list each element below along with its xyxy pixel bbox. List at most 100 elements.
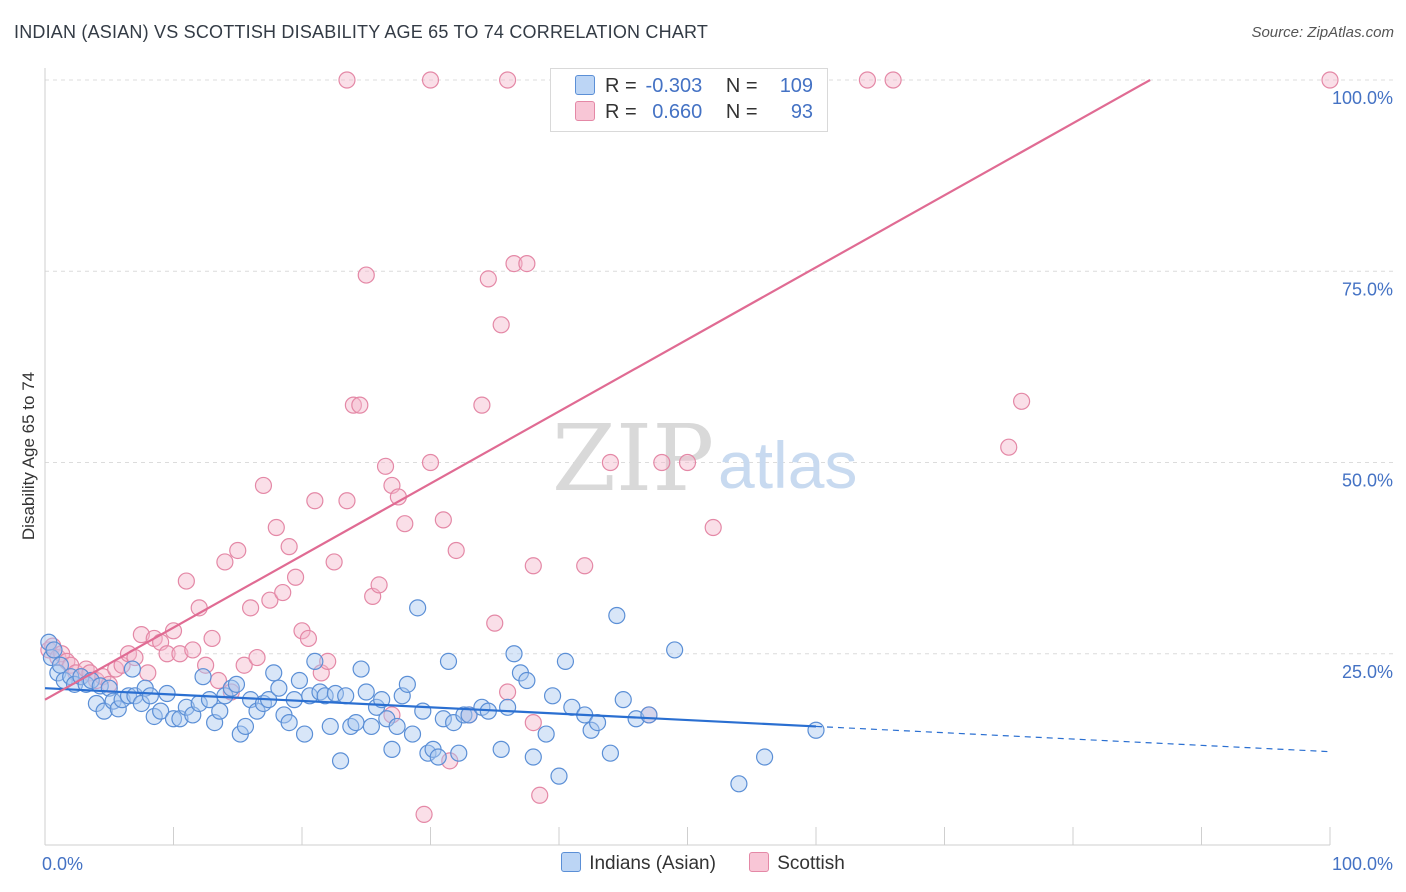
- scottish-point-36: [254, 476, 273, 495]
- indians-point-108: [807, 721, 825, 739]
- y-tick-label-0: 25.0%: [1342, 662, 1393, 682]
- scottish-point-62: [479, 270, 497, 288]
- indians-point-107: [755, 748, 774, 766]
- indians-point-56: [321, 717, 339, 736]
- legend-row-scottish: R = 0.660 N = 93: [575, 101, 813, 129]
- scottish-point-25: [184, 641, 202, 659]
- indians-point-51: [295, 725, 314, 743]
- legend-n-value: 93: [790, 101, 814, 123]
- scottish-point-40: [280, 538, 298, 556]
- legend-r-value: -0.303: [645, 75, 703, 97]
- legend-r-label: R =: [605, 101, 637, 123]
- scottish-point-17: [132, 626, 150, 644]
- indians-point-81: [450, 744, 468, 762]
- legend-r-value: 0.660: [652, 101, 703, 123]
- scottish-point-68: [524, 557, 542, 575]
- x-tick-label-1: 100.0%: [1332, 854, 1393, 874]
- indians-point-102: [614, 691, 632, 709]
- indians-point-99: [588, 713, 607, 732]
- scottish-point-24: [177, 572, 195, 590]
- indians-point-38: [227, 675, 246, 693]
- indians-point-74: [414, 702, 432, 720]
- indians-point-53: [306, 652, 324, 671]
- scottish-legend-swatch: [749, 852, 770, 872]
- scottish-point-30: [216, 553, 234, 571]
- indians-point-55: [316, 687, 334, 705]
- indians-point-59: [337, 687, 355, 705]
- scottish-point-47: [325, 553, 343, 571]
- scottish-point-84: [1321, 71, 1339, 89]
- scottish-point-44: [306, 492, 324, 510]
- indians-point-23: [141, 687, 159, 705]
- scottish-swatch: [575, 101, 595, 121]
- scottish-point-49: [344, 396, 362, 414]
- y-tick-label-3: 100.0%: [1332, 88, 1393, 108]
- indians-point-86: [492, 740, 510, 758]
- indians-point-104: [640, 706, 658, 724]
- scottish-point-60: [447, 541, 465, 560]
- indians-swatch: [575, 75, 595, 95]
- scottish-point-51: [357, 266, 375, 284]
- indians-point-58: [331, 752, 350, 770]
- indians-point-69: [388, 717, 406, 736]
- grid-lines: [45, 79, 1395, 655]
- indians-point-61: [347, 713, 365, 732]
- legend-item-indians: Indians (Asian): [561, 852, 716, 875]
- indians-trend-line: [44, 687, 817, 728]
- scottish-point-37: [261, 591, 279, 609]
- indians-point-88: [505, 645, 523, 663]
- scottish-point-67: [518, 255, 536, 273]
- scottish-point-38: [267, 518, 285, 537]
- scottish-point-77: [338, 71, 356, 89]
- indians-point-78: [434, 710, 452, 728]
- indians-point-2: [45, 641, 63, 659]
- scottish-point-33: [235, 656, 253, 674]
- indians-point-48: [280, 713, 298, 732]
- scottish-point-46: [319, 652, 337, 671]
- indians-point-72: [403, 725, 422, 743]
- source-label: Source: ZipAtlas.com: [1251, 24, 1394, 41]
- scottish-point-35: [248, 648, 266, 667]
- scottish-point-43: [299, 629, 318, 648]
- indians-point-105: [666, 641, 684, 659]
- axes: [44, 68, 1331, 846]
- scottish-point-57: [396, 515, 414, 533]
- indians-point-94: [550, 767, 568, 785]
- indians-point-73: [409, 599, 427, 617]
- scottish-point-64: [492, 316, 510, 334]
- legend-row-indians: R = -0.303 N = 109: [575, 75, 813, 103]
- scottish-point-48: [338, 492, 356, 510]
- scottish-point-76: [704, 518, 722, 537]
- indians-point-46: [270, 679, 288, 697]
- watermark-zip: ZIP: [552, 405, 714, 512]
- scottish-point-18: [139, 664, 157, 682]
- indians-point-95: [556, 652, 575, 671]
- trend-lines: [44, 79, 1331, 753]
- legend-r-label: R =: [605, 75, 637, 97]
- scottish-point-66: [505, 255, 523, 273]
- scottish-point-69: [531, 786, 549, 804]
- scottish-point-65: [499, 683, 517, 701]
- scottish-point-89: [524, 713, 542, 732]
- series-legend: Indians (Asian) Scottish: [0, 852, 1406, 875]
- indians-point-90: [518, 671, 536, 690]
- indians-trend-extension: [815, 725, 1331, 753]
- legend-scottish-label: Scottish: [777, 853, 845, 874]
- scottish-point-61: [473, 396, 491, 414]
- indians-point-79: [439, 652, 458, 671]
- stats-legend: R = -0.303 N = 109 R = 0.660 N = 93: [550, 68, 828, 132]
- legend-item-scottish: Scottish: [749, 852, 845, 875]
- legend-n-label: N =: [725, 101, 758, 123]
- indians-point-50: [290, 671, 309, 690]
- scottish-point-32: [229, 541, 247, 560]
- scottish-point-81: [884, 71, 902, 89]
- scottish-point-74: [653, 453, 671, 472]
- scottish-point-22: [164, 622, 183, 640]
- scottish-trend-line: [44, 79, 1151, 701]
- legend-n-label: N =: [725, 75, 758, 97]
- indians-point-101: [608, 606, 626, 625]
- scottish-point-78: [421, 71, 440, 89]
- indians-point-62: [352, 660, 370, 678]
- x-tick-label-0: 0.0%: [42, 854, 83, 874]
- scottish-point-71: [576, 557, 594, 575]
